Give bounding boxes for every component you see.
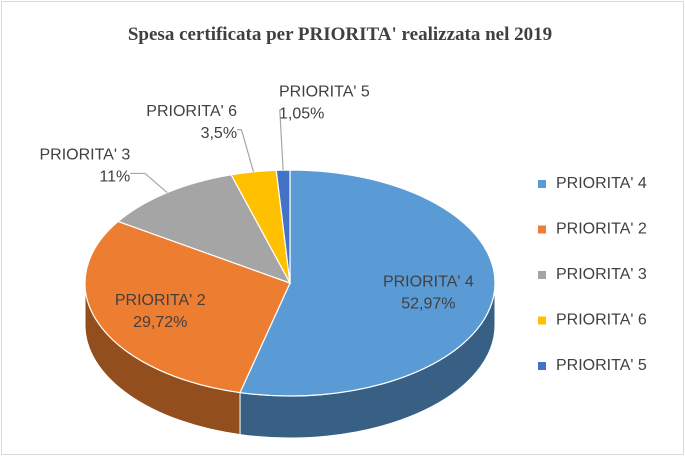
data-label-category: PRIORITA' 5 — [279, 84, 370, 101]
data-label-category: PRIORITA' 2 — [115, 292, 206, 309]
legend-swatch — [538, 316, 546, 325]
data-label-value: 11% — [99, 169, 130, 186]
data-label: PRIORITA' 3 11% — [39, 147, 130, 186]
data-label: PRIORITA' 2 29,72% — [115, 292, 206, 331]
legend-label: PRIORITA' 3 — [556, 266, 647, 283]
legend-label: PRIORITA' 2 — [556, 221, 647, 238]
data-label-value: 29,72% — [133, 314, 187, 331]
data-label-value: 3,5% — [201, 125, 237, 142]
legend-label: PRIORITA' 5 — [556, 357, 647, 374]
leader-line — [278, 109, 284, 171]
slice — [275, 169, 291, 284]
data-label-category: PRIORITA' 3 — [39, 147, 130, 164]
chart-title: Spesa certificata per PRIORITA' realizza… — [127, 24, 553, 45]
slice — [84, 220, 291, 394]
data-label-value: 1,05% — [279, 106, 324, 123]
data-label: PRIORITA' 6 3,5% — [146, 103, 237, 142]
legend-swatch — [538, 362, 546, 370]
legend-swatch — [538, 180, 546, 188]
slice — [239, 169, 496, 397]
data-label-category: PRIORITA' 4 — [383, 274, 474, 291]
data-label: PRIORITA' 5 1,05% — [279, 84, 370, 123]
slice — [116, 174, 292, 285]
data-label: PRIORITA' 4 52,97% — [383, 274, 474, 313]
data-label-category: PRIORITA' 6 — [146, 103, 237, 120]
legend-label: PRIORITA' 4 — [556, 175, 647, 192]
leader-line — [237, 129, 255, 172]
legend-swatch — [538, 225, 546, 234]
data-label-value: 52,97% — [401, 296, 455, 313]
legend-label: PRIORITA' 6 — [556, 312, 647, 329]
leader-line — [130, 172, 168, 194]
legend-swatch — [538, 271, 546, 279]
